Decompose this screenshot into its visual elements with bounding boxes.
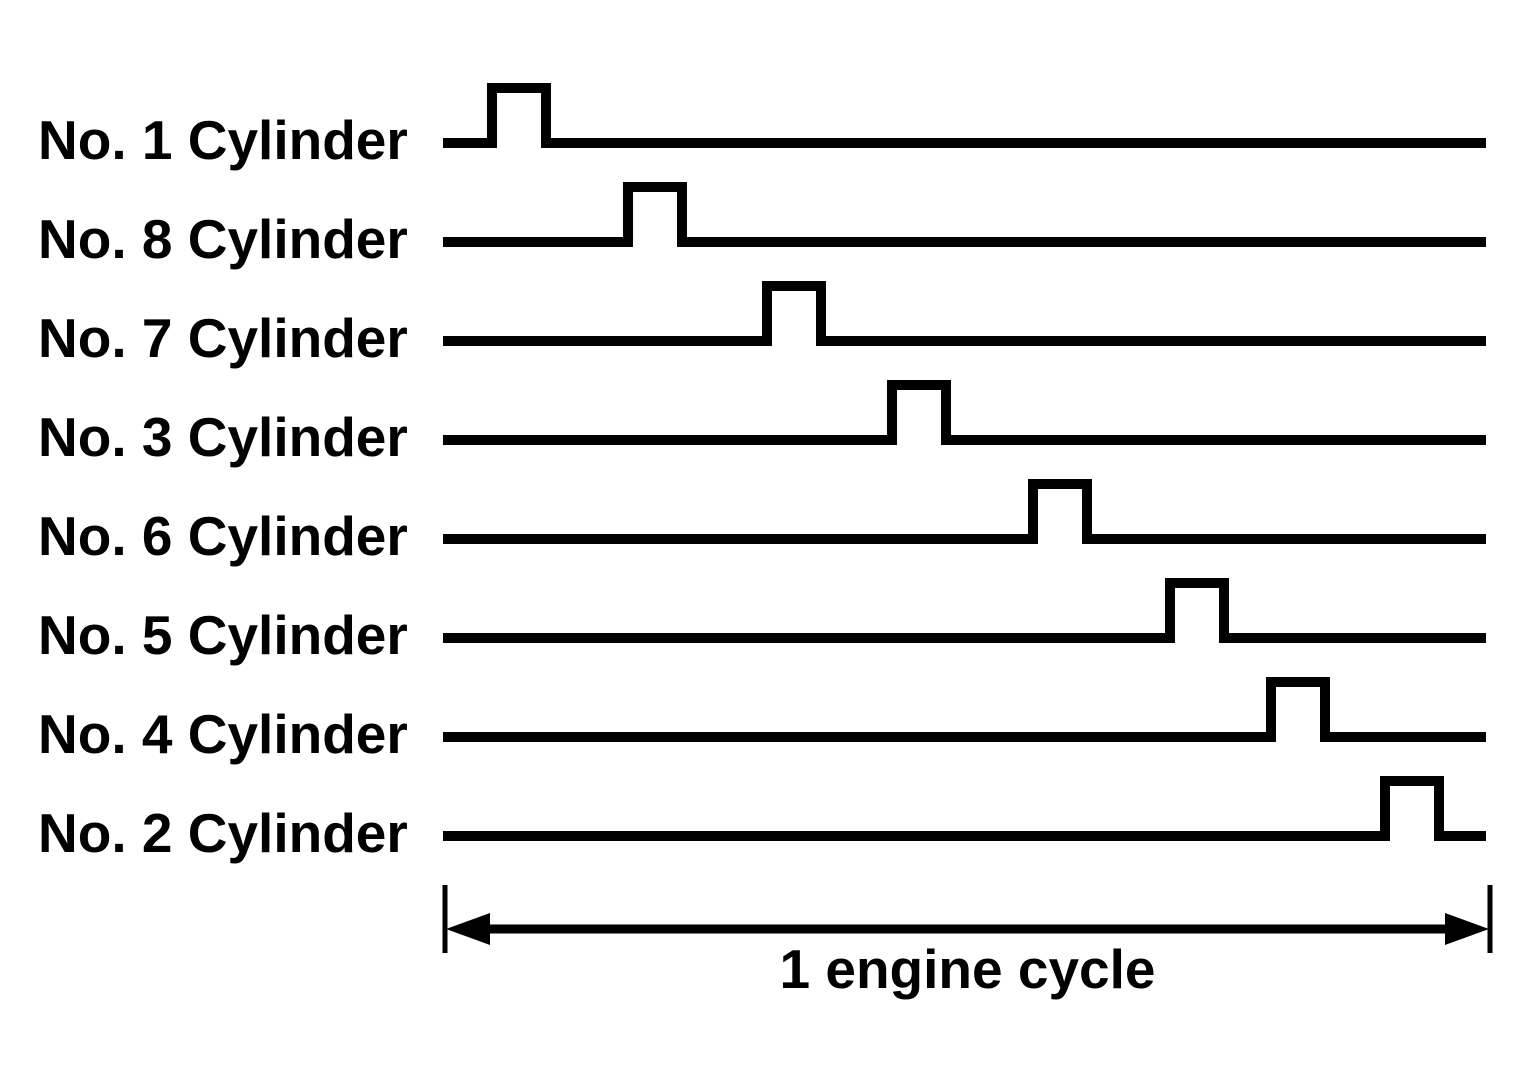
cylinder-waveform [443, 677, 1486, 742]
cylinder-waveform [443, 281, 1486, 346]
cylinder-label: No. 5 Cylinder [38, 604, 408, 666]
engine-cycle-label: 1 engine cycle [779, 938, 1156, 1000]
cylinder-label: No. 1 Cylinder [38, 109, 408, 171]
cylinder-waveform [443, 380, 1486, 445]
engine-cycle-arrow [442, 885, 1493, 953]
cylinder-waveform [443, 83, 1486, 148]
cylinder-waveform [443, 479, 1486, 544]
arrow-head-right-icon [1445, 913, 1489, 945]
cylinder-waveform [443, 182, 1486, 247]
cylinder-label: No. 2 Cylinder [38, 802, 408, 864]
cylinder-waveform [443, 578, 1486, 643]
cylinder-waveform [443, 776, 1486, 841]
cylinder-label: No. 8 Cylinder [38, 208, 408, 270]
waveforms [443, 83, 1486, 841]
arrow-head-left-icon [446, 913, 490, 945]
cylinder-label: No. 6 Cylinder [38, 505, 408, 567]
cylinder-label: No. 3 Cylinder [38, 406, 408, 468]
cylinder-label: No. 7 Cylinder [38, 307, 408, 369]
cylinder-label: No. 4 Cylinder [38, 703, 408, 765]
